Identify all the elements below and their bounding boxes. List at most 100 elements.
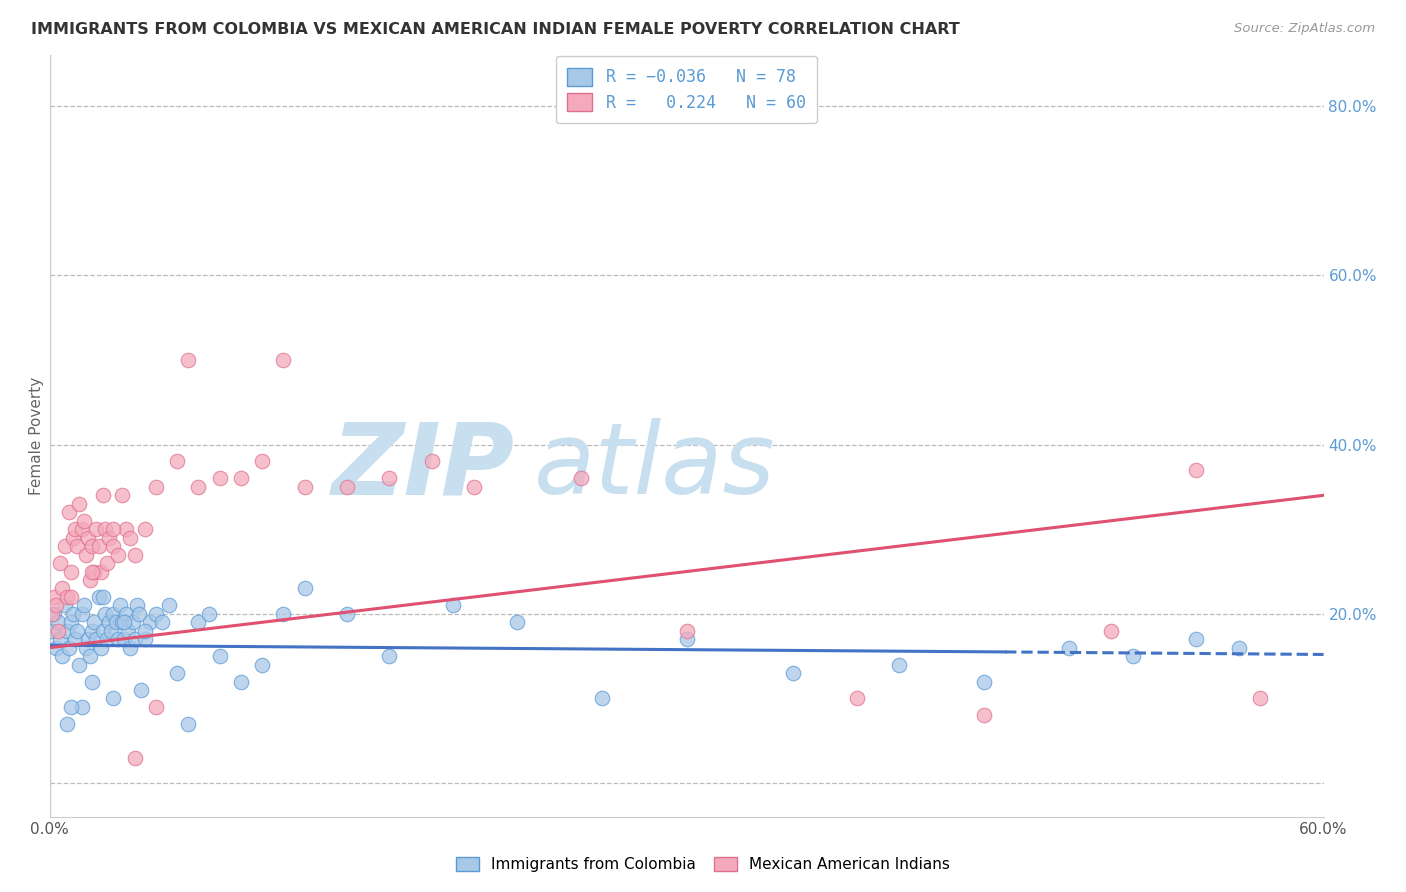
Legend: Immigrants from Colombia, Mexican American Indians: Immigrants from Colombia, Mexican Americ… [449, 849, 957, 880]
Point [111, 615, 134, 630]
Point [208, 649, 231, 664]
Point [104, 615, 127, 630]
Point [59, 700, 82, 714]
Point [103, 522, 125, 536]
Point [294, 480, 316, 494]
Point [145, 480, 167, 494]
Point [53, 599, 76, 613]
Point [1227, 640, 1250, 655]
Point [62, 531, 84, 545]
Point [121, 615, 143, 630]
Point [1121, 649, 1143, 664]
Point [111, 488, 134, 502]
Point [294, 582, 316, 596]
Point [59, 565, 82, 579]
Legend: R = −0.036   N = 78, R =   0.224   N = 60: R = −0.036 N = 78, R = 0.224 N = 60 [555, 56, 817, 123]
Point [112, 632, 135, 647]
Point [94, 607, 117, 621]
Point [103, 607, 125, 621]
Point [73, 599, 96, 613]
Point [42, 607, 65, 621]
Point [55, 624, 77, 638]
Point [887, 657, 910, 672]
Point [100, 624, 122, 638]
Point [177, 717, 200, 731]
Point [378, 471, 401, 485]
Point [117, 624, 139, 638]
Point [65, 632, 87, 647]
Point [138, 615, 160, 630]
Point [94, 522, 117, 536]
Point [66, 539, 89, 553]
Point [45, 640, 67, 655]
Point [973, 708, 995, 723]
Point [41, 607, 63, 621]
Point [150, 615, 173, 630]
Point [73, 514, 96, 528]
Point [79, 649, 101, 664]
Point [506, 615, 529, 630]
Point [96, 556, 118, 570]
Point [82, 674, 104, 689]
Point [187, 480, 209, 494]
Point [128, 607, 150, 621]
Point [845, 691, 868, 706]
Point [55, 590, 77, 604]
Point [1057, 640, 1080, 655]
Point [58, 505, 80, 519]
Point [591, 691, 613, 706]
Text: ZIP: ZIP [332, 418, 515, 515]
Point [134, 624, 156, 638]
Point [91, 488, 114, 502]
Point [124, 548, 146, 562]
Point [69, 497, 91, 511]
Point [675, 632, 697, 647]
Point [120, 531, 142, 545]
Point [782, 666, 804, 681]
Point [66, 624, 89, 638]
Y-axis label: Female Poverty: Female Poverty [30, 377, 44, 495]
Point [1249, 691, 1271, 706]
Text: Source: ZipAtlas.com: Source: ZipAtlas.com [1234, 22, 1375, 36]
Point [77, 531, 100, 545]
Point [145, 700, 167, 714]
Point [336, 480, 359, 494]
Point [166, 666, 188, 681]
Point [250, 454, 273, 468]
Point [129, 683, 152, 698]
Text: IMMIGRANTS FROM COLOMBIA VS MEXICAN AMERICAN INDIAN FEMALE POVERTY CORRELATION C: IMMIGRANTS FROM COLOMBIA VS MEXICAN AMER… [31, 22, 960, 37]
Point [49, 556, 72, 570]
Point [103, 539, 125, 553]
Point [90, 640, 112, 655]
Point [51, 649, 73, 664]
Point [91, 624, 114, 638]
Point [49, 632, 72, 647]
Point [46, 624, 69, 638]
Point [1185, 632, 1208, 647]
Point [569, 471, 592, 485]
Point [124, 632, 146, 647]
Point [75, 548, 97, 562]
Point [91, 590, 114, 604]
Point [1185, 463, 1208, 477]
Point [108, 599, 131, 613]
Point [250, 657, 273, 672]
Point [87, 590, 110, 604]
Point [87, 539, 110, 553]
Point [125, 599, 148, 613]
Point [69, 657, 91, 672]
Point [134, 522, 156, 536]
Point [336, 607, 359, 621]
Point [83, 615, 105, 630]
Point [62, 607, 84, 621]
Point [53, 539, 76, 553]
Point [675, 624, 697, 638]
Point [198, 607, 221, 621]
Point [271, 352, 294, 367]
Point [98, 531, 121, 545]
Point [46, 615, 69, 630]
Point [157, 599, 180, 613]
Point [83, 565, 105, 579]
Point [1099, 624, 1122, 638]
Point [107, 632, 129, 647]
